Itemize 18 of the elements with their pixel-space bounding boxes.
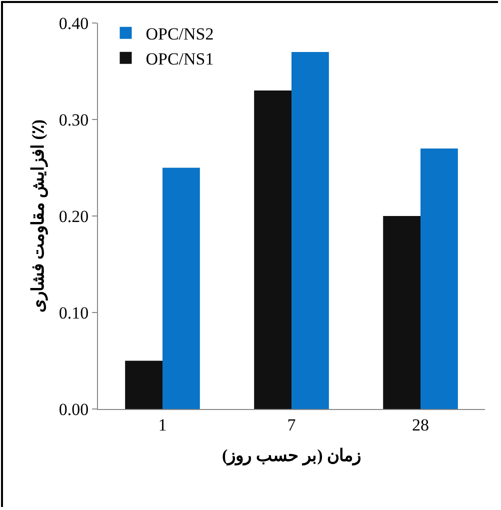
bar — [420, 148, 458, 409]
y-tick-label: 0.20 — [58, 206, 89, 226]
bar — [254, 90, 292, 409]
legend-label: OPC/NS1 — [146, 50, 214, 69]
x-axis-title: زمان (بر حسب روز) — [222, 446, 362, 466]
bar — [292, 52, 329, 409]
y-tick-label: 0.40 — [58, 14, 89, 33]
x-tick-label: 28 — [412, 415, 429, 434]
bar — [162, 168, 200, 409]
bar — [125, 360, 162, 409]
y-axis-title: افزایش مقاومت فشاری (٪) — [28, 119, 48, 313]
y-tick-label: 0.10 — [58, 303, 89, 322]
bar — [383, 216, 420, 409]
legend-label: OPC/NS2 — [146, 24, 214, 44]
x-tick-label: 1 — [158, 415, 167, 434]
x-tick-label: 7 — [287, 415, 296, 434]
y-tick-label: 0.30 — [58, 110, 89, 130]
y-tick-label: 0.00 — [58, 400, 89, 419]
